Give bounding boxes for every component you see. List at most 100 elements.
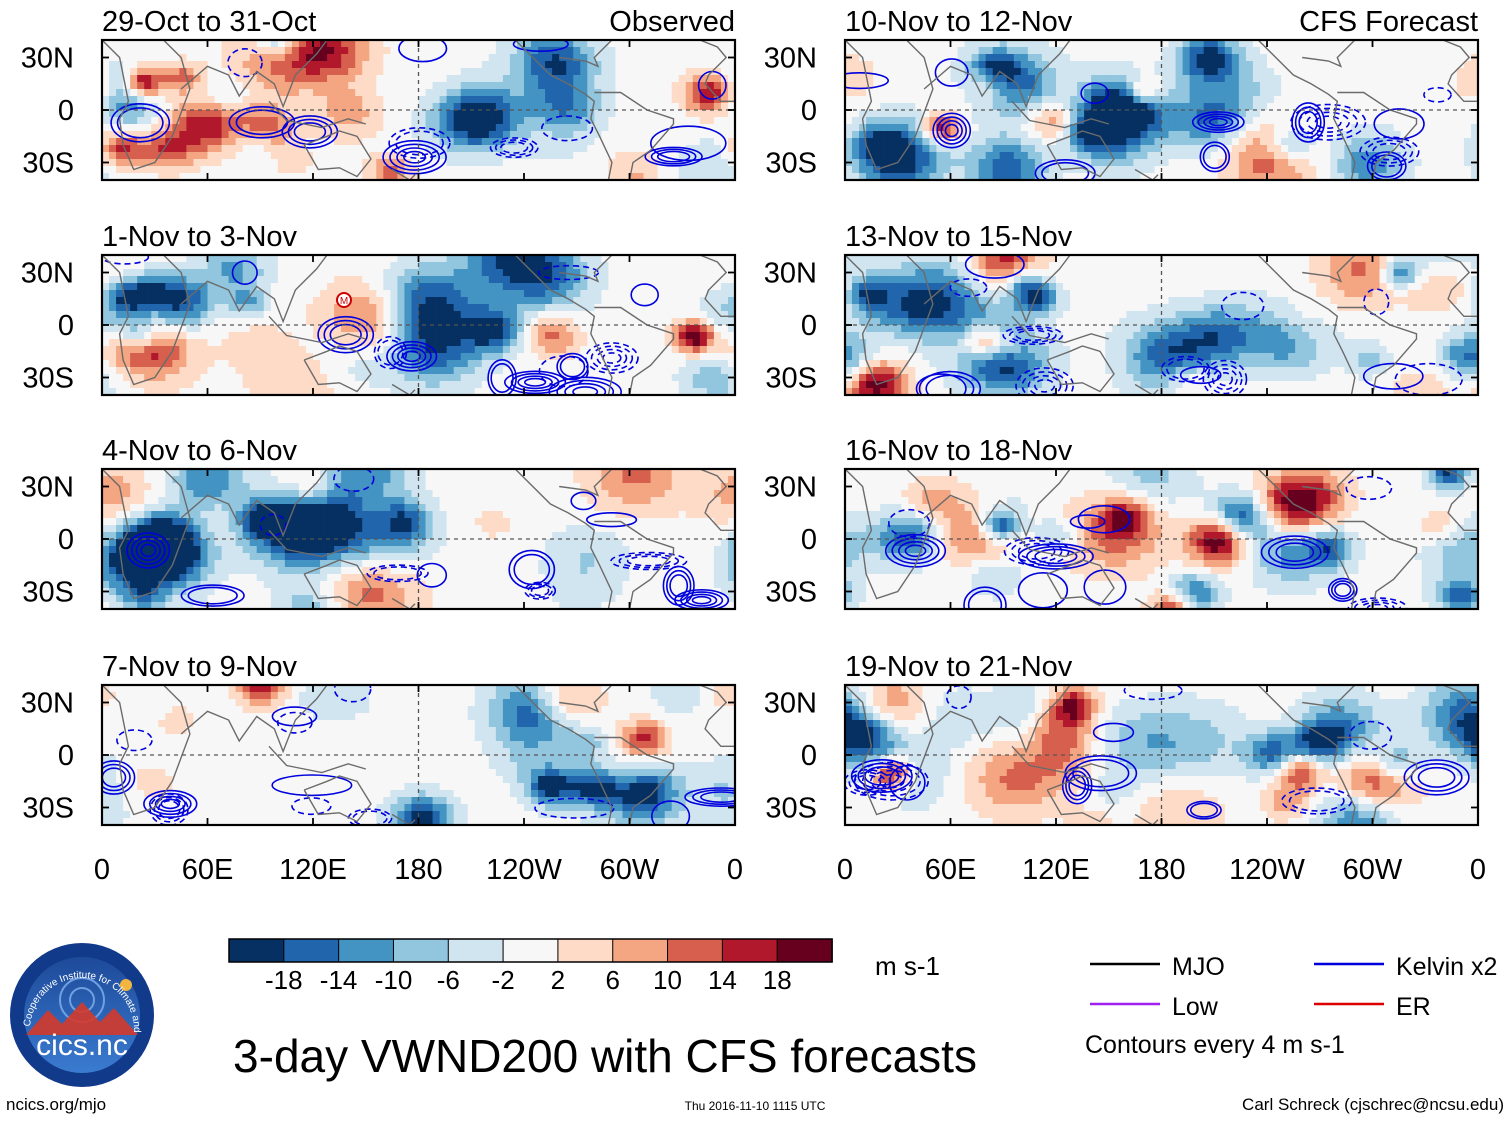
field-cell — [235, 469, 244, 477]
field-cell — [559, 504, 567, 512]
field-cell — [608, 131, 617, 139]
field-cell — [348, 75, 356, 83]
field-cell — [495, 553, 504, 561]
field-cell — [263, 381, 272, 389]
field-cell — [559, 546, 567, 554]
field-cell — [692, 138, 701, 146]
field-cell — [144, 497, 152, 505]
field-cell — [538, 497, 546, 505]
field-cell — [172, 290, 180, 298]
field-cell — [474, 553, 483, 561]
field-cell — [692, 346, 701, 354]
field-cell — [242, 332, 251, 340]
field-cell — [130, 504, 138, 512]
field-cell — [671, 297, 680, 305]
field-cell — [650, 145, 659, 153]
field-cell — [474, 89, 483, 97]
field-cell — [418, 54, 427, 62]
field-cell — [425, 304, 434, 312]
field-cell — [720, 47, 729, 55]
field-cell — [545, 532, 553, 540]
field-cell — [313, 532, 321, 540]
field-cell — [334, 61, 342, 69]
field-cell — [116, 124, 124, 132]
field-cell — [699, 339, 708, 347]
vwnd-field — [102, 469, 735, 609]
field-cell — [348, 124, 356, 132]
field-cell — [425, 96, 434, 104]
field-cell — [263, 82, 272, 90]
field-cell — [650, 68, 659, 76]
field-cell — [713, 311, 722, 319]
field-cell — [256, 325, 265, 333]
field-cell — [172, 75, 180, 83]
field-cell — [200, 262, 209, 270]
field-cell — [559, 131, 567, 139]
field-cell — [291, 381, 300, 389]
field-cell — [390, 103, 398, 111]
field-cell — [327, 381, 335, 389]
field-cell — [559, 255, 567, 263]
field-cell — [678, 374, 687, 382]
field-cell — [109, 483, 117, 491]
field-cell — [580, 145, 588, 153]
field-cell — [207, 173, 216, 180]
field-cell — [256, 304, 265, 312]
field-cell — [594, 173, 602, 180]
field-cell — [432, 367, 441, 375]
field-cell — [369, 159, 377, 167]
field-cell — [341, 96, 349, 104]
field-cell — [200, 89, 209, 97]
field-cell — [158, 325, 166, 333]
field-cell — [720, 173, 729, 180]
field-cell — [713, 332, 722, 340]
field-cell — [214, 255, 223, 263]
field-cell — [608, 476, 617, 484]
field-cell — [291, 297, 300, 305]
field-cell — [320, 145, 328, 153]
field-cell — [516, 82, 525, 90]
field-cell — [207, 525, 216, 533]
field-cell — [102, 553, 110, 561]
field-cell — [404, 131, 413, 139]
field-cell — [474, 283, 483, 291]
field-cell — [509, 339, 518, 347]
field-cell — [116, 255, 124, 263]
field-cell — [221, 255, 230, 263]
field-cell — [531, 297, 539, 305]
field-cell — [545, 318, 553, 326]
field-cell — [193, 553, 202, 561]
field-cell — [678, 560, 687, 568]
field-cell — [214, 124, 223, 132]
field-cell — [242, 61, 251, 69]
field-cell — [657, 560, 666, 568]
field-cell — [713, 381, 722, 389]
field-cell — [481, 518, 490, 526]
field-cell — [531, 124, 539, 132]
field-cell — [446, 103, 455, 111]
field-cell — [313, 173, 321, 180]
field-cell — [369, 325, 377, 333]
field-cell — [467, 54, 476, 62]
field-cell — [242, 262, 251, 270]
field-cell — [348, 54, 356, 62]
field-cell — [608, 54, 617, 62]
field-cell — [341, 311, 349, 319]
field-cell — [144, 374, 152, 382]
field-cell — [685, 103, 694, 111]
field-cell — [488, 532, 497, 540]
field-cell — [116, 360, 124, 368]
field-cell — [313, 297, 321, 305]
field-cell — [495, 511, 504, 519]
field-cell — [629, 360, 638, 368]
field-cell — [531, 332, 539, 340]
field-cell — [538, 325, 546, 333]
field-cell — [580, 255, 588, 263]
field-cell — [193, 40, 202, 48]
field-cell — [256, 332, 265, 340]
field-cell — [720, 124, 729, 132]
field-cell — [277, 61, 286, 69]
field-cell — [116, 388, 124, 395]
field-cell — [165, 276, 173, 284]
field-cell — [488, 311, 497, 319]
